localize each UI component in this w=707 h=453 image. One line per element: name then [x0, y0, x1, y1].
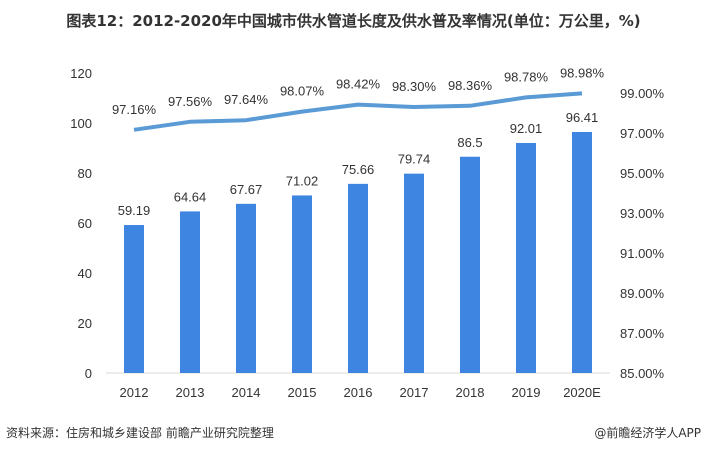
bar-label: 67.67: [230, 182, 263, 197]
left-axis-tick: 100: [70, 116, 92, 131]
source-note: 资料来源：住房和城乡建设部 前瞻产业研究院整理: [6, 426, 274, 440]
line-label: 97.56%: [168, 94, 213, 109]
left-axis-tick: 0: [85, 366, 92, 381]
line-label: 97.64%: [224, 92, 269, 107]
line-label: 98.98%: [560, 65, 605, 80]
bar-label: 71.02: [286, 173, 319, 188]
bar-label: 59.19: [118, 203, 151, 218]
bar-label: 64.64: [174, 189, 207, 204]
bar: [516, 142, 536, 373]
bar-label: 75.66: [342, 162, 375, 177]
bar: [236, 203, 256, 373]
bar-label: 92.01: [510, 121, 543, 136]
line-label: 98.42%: [336, 77, 381, 92]
line-series: [133, 91, 583, 132]
right-axis-tick: 89.00%: [620, 286, 665, 301]
x-axis-tick: 2016: [344, 385, 373, 400]
left-axis-tick: 60: [78, 216, 92, 231]
left-axis-tick: 40: [78, 266, 92, 281]
line-label: 98.07%: [280, 84, 325, 99]
right-axis-tick: 99.00%: [620, 86, 665, 101]
bar: [404, 173, 424, 373]
bar-label: 86.5: [457, 135, 482, 150]
right-axis-tick: 85.00%: [620, 366, 665, 381]
chart-title: 图表12：2012-2020年中国城市供水管道长度及供水普及率情况(单位：万公里…: [66, 12, 641, 30]
bar-label: 79.74: [398, 152, 431, 167]
x-axis-tick: 2015: [288, 385, 317, 400]
right-axis-tick: 87.00%: [620, 326, 665, 341]
bar: [348, 183, 368, 373]
bar: [292, 195, 312, 373]
bar: [572, 131, 592, 373]
line-label: 97.16%: [112, 102, 157, 117]
x-axis-tick: 2018: [456, 385, 485, 400]
x-axis-tick: 2012: [120, 385, 149, 400]
left-axis-tick: 120: [70, 66, 92, 81]
x-axis-tick: 2014: [232, 385, 261, 400]
bar-label: 96.41: [566, 110, 599, 125]
right-axis-tick: 97.00%: [620, 126, 665, 141]
line-label: 98.30%: [392, 79, 437, 94]
x-axis-tick: 2019: [512, 385, 541, 400]
right-axis-tick: 95.00%: [620, 166, 665, 181]
line-label: 98.36%: [448, 78, 493, 93]
chart: 0 20 40 60 80 100 120 85.00% 87.00% 89.00% 91.00% 9…: [70, 65, 665, 400]
left-axis-tick: 80: [78, 166, 92, 181]
bar: [124, 225, 144, 373]
left-axis-tick: 20: [78, 316, 92, 331]
bar: [180, 211, 200, 373]
x-axis-tick: 2020E: [563, 385, 601, 400]
credit-note: @前瞻经济学人APP: [594, 426, 701, 440]
bar: [460, 156, 480, 373]
line-label: 98.78%: [504, 69, 549, 84]
x-axis-tick: 2017: [400, 385, 429, 400]
right-axis-tick: 91.00%: [620, 246, 665, 261]
right-axis-tick: 93.00%: [620, 206, 665, 221]
x-axis-tick: 2013: [176, 385, 205, 400]
